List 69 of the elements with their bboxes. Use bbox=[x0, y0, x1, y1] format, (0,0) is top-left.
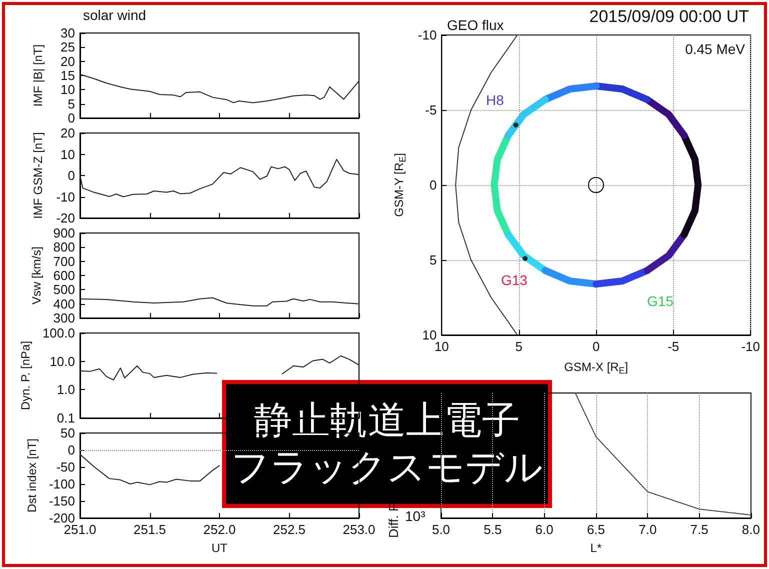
y-tick-label: 5 bbox=[429, 252, 437, 268]
x-tick-label: 253.0 bbox=[342, 522, 376, 537]
x-tick-label: 7.0 bbox=[638, 522, 657, 537]
y-tick-label: 500 bbox=[53, 282, 75, 298]
chart-title: 2015/09/09 00:00 UT bbox=[589, 7, 749, 26]
x-tick-label: 5.0 bbox=[432, 522, 450, 537]
y-axis-title: IMF |B| [nT] bbox=[31, 44, 45, 107]
line-series bbox=[80, 74, 360, 104]
y-tick-label: 1.0 bbox=[56, 382, 75, 398]
y-tick-label: 20 bbox=[60, 126, 75, 140]
y-tick-label: 50 bbox=[60, 426, 75, 440]
annotation: 0.45 MeV bbox=[685, 41, 745, 57]
y-axis-title: Diff. F bbox=[386, 504, 401, 538]
x-tick-label: 6.5 bbox=[586, 522, 606, 537]
y-tick-label: -10 bbox=[418, 28, 437, 42]
y-tick-label: 0 bbox=[429, 178, 437, 192]
y-axis-title: Dst index [nT] bbox=[25, 438, 40, 513]
line-series bbox=[80, 158, 360, 198]
x-tick-label: 5.5 bbox=[484, 522, 502, 537]
x-axis-title: L* bbox=[590, 541, 602, 555]
x-tick-label: 8.0 bbox=[742, 522, 760, 537]
line-series bbox=[80, 454, 220, 486]
chart-title: solar wind bbox=[83, 7, 146, 23]
y-tick-label: -100 bbox=[48, 476, 75, 492]
line-series bbox=[80, 297, 360, 306]
y-tick-label: 700 bbox=[53, 254, 75, 269]
y-tick-label: 0 bbox=[68, 110, 75, 126]
x-tick-label: 0 bbox=[592, 339, 600, 354]
y-tick-label: 600 bbox=[53, 268, 75, 283]
y-tick-label: 100.0 bbox=[42, 326, 75, 340]
annotation: H8 bbox=[486, 92, 504, 108]
x-tick-label: 7.5 bbox=[690, 522, 708, 537]
y-axis-title: GSM-Y [RE] bbox=[392, 152, 408, 217]
y-tick-label: 10.0 bbox=[50, 354, 75, 369]
chart-subtitle: GEO flux bbox=[447, 17, 504, 33]
y-axis-title: Dyn. P. [nPa] bbox=[18, 340, 33, 410]
y-tick-label: 0.1 bbox=[56, 410, 75, 426]
y-tick-label: 10 bbox=[422, 328, 437, 342]
x-tick-label: 6.0 bbox=[535, 522, 554, 537]
y-tick-label: 800 bbox=[53, 240, 75, 255]
x-tick-label: 252.5 bbox=[272, 522, 306, 537]
x-tick-label: -5 bbox=[668, 339, 680, 354]
y-tick-label: 0 bbox=[68, 168, 75, 183]
y-tick-label: -10 bbox=[56, 189, 75, 204]
y-tick-label: -20 bbox=[56, 210, 75, 226]
y-tick-label: 30 bbox=[60, 26, 75, 40]
y-tick-label: 10 bbox=[60, 146, 75, 162]
y-tick-label: -50 bbox=[56, 460, 75, 474]
x-tick-label: 252.0 bbox=[203, 522, 236, 537]
y-axis-title: IMF GSM-Z [nT] bbox=[31, 132, 45, 219]
y-tick-label: 400 bbox=[53, 296, 75, 312]
y-tick-label: -5 bbox=[425, 102, 437, 118]
text: 10³ bbox=[405, 508, 426, 524]
y-tick-label: 15 bbox=[60, 68, 75, 83]
y-tick-label: 300 bbox=[53, 310, 75, 326]
x-axis-title: UT bbox=[212, 541, 228, 555]
y-tick-label: 5 bbox=[68, 96, 75, 112]
y-tick-label: 10 bbox=[60, 82, 75, 98]
x-tick-label: 5 bbox=[515, 339, 523, 354]
annotation: G13 bbox=[501, 272, 528, 288]
annotation: G15 bbox=[647, 293, 674, 309]
x-tick-label: -10 bbox=[741, 339, 760, 354]
y-tick-label: 25 bbox=[60, 40, 75, 55]
x-tick-label: 251.5 bbox=[133, 522, 166, 537]
y-tick-label: 900 bbox=[53, 226, 75, 240]
y-tick-label: -150 bbox=[48, 494, 75, 508]
y-tick-label: 0 bbox=[68, 442, 75, 458]
y-tick-label: 20 bbox=[60, 54, 75, 69]
y-axis-title: Vsw [km/s] bbox=[29, 246, 44, 305]
